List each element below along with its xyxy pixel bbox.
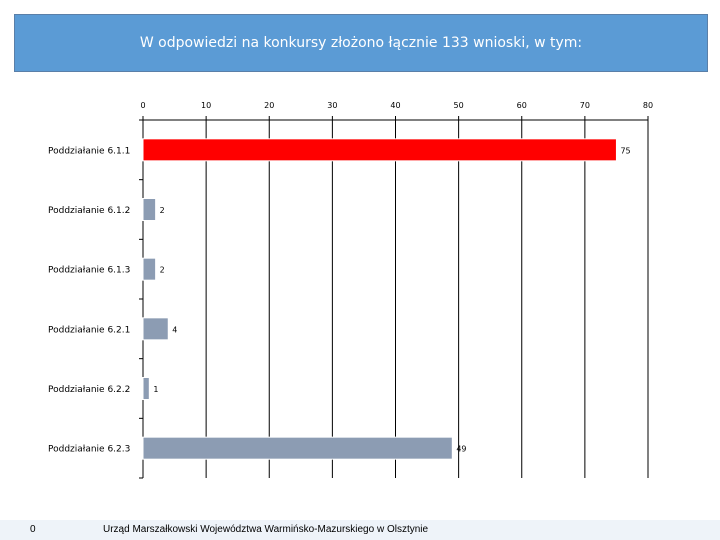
data-label: 1 [153,385,158,394]
bar [142,198,157,221]
bar [142,317,169,341]
bar [142,138,617,162]
data-label: 49 [456,445,466,454]
x-tick-label: 30 [327,101,337,110]
x-tick-label: 0 [140,101,145,110]
data-label: 75 [620,146,630,155]
slide-number: 0 [30,524,36,535]
category-label: Poddziałanie 6.1.3 [48,266,130,276]
x-tick-label: 50 [454,101,464,110]
category-label: Poddziałanie 6.2.2 [48,385,130,395]
title-banner: W odpowiedzi na konkursy złożono łącznie… [14,14,708,72]
x-tick-label: 20 [264,101,274,110]
category-label: Poddziałanie 6.2.1 [48,325,130,335]
x-tick-label: 10 [201,101,211,110]
slide-title: W odpowiedzi na konkursy złożono łącznie… [139,35,583,51]
data-label: 2 [160,266,165,275]
footer-bar [0,520,720,540]
bar [142,436,453,460]
category-label: Poddziałanie 6.1.2 [48,206,130,216]
x-tick-label: 40 [390,101,400,110]
data-label: 2 [160,206,165,215]
category-label: Poddziałanie 6.1.1 [48,146,130,156]
x-tick-label: 60 [517,101,527,110]
x-tick-label: 70 [580,101,590,110]
category-label: Poddziałanie 6.2.3 [48,445,130,455]
x-tick-label: 80 [643,101,653,110]
footer-text: Urząd Marszałkowski Województwa Warmińsk… [103,524,429,535]
bar [142,377,150,400]
bar [142,257,157,281]
data-label: 4 [172,325,177,334]
